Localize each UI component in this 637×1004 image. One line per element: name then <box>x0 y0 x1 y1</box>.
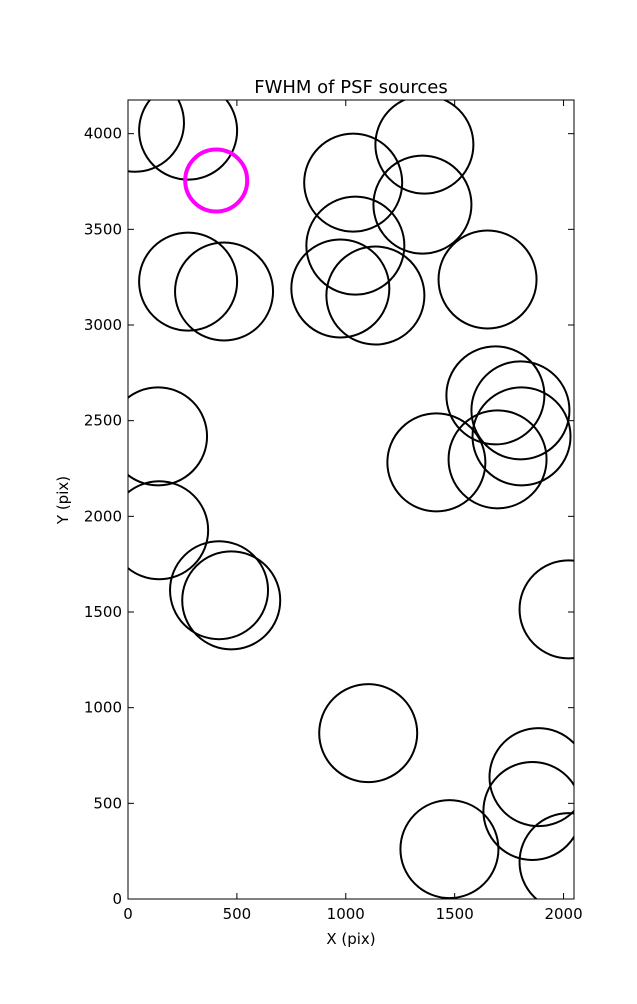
x-tick-label: 1000 <box>327 905 365 923</box>
source-circle <box>372 154 473 255</box>
x-axis-label: X (pix) <box>326 930 375 948</box>
source-circle <box>482 761 574 861</box>
source-circle <box>488 727 574 828</box>
x-tick-label: 2000 <box>544 905 582 923</box>
source-circle <box>445 345 546 446</box>
source-circle <box>305 195 406 296</box>
source-circle <box>437 229 538 330</box>
source-circle <box>181 550 282 651</box>
source-circle <box>174 241 275 342</box>
chart-title: FWHM of PSF sources <box>254 77 448 98</box>
x-tick-label: 1500 <box>436 905 474 923</box>
source-circle <box>303 132 404 233</box>
y-tick-label: 3500 <box>84 220 122 238</box>
source-circle <box>183 147 250 214</box>
plot-area <box>128 100 574 899</box>
y-tick-label: 500 <box>93 794 122 812</box>
source-circle <box>399 799 500 899</box>
source-circle <box>471 386 572 487</box>
y-tick-label: 0 <box>112 890 122 908</box>
source-circle <box>138 231 239 332</box>
x-tick-label: 0 <box>123 905 133 923</box>
y-tick-label: 1000 <box>84 699 122 717</box>
y-tick-label: 4000 <box>84 125 122 143</box>
y-tick-label: 2000 <box>84 507 122 525</box>
y-tick-label: 1500 <box>84 603 122 621</box>
source-circle <box>386 412 487 513</box>
source-circle <box>290 238 391 339</box>
y-tick-label: 3000 <box>84 316 122 334</box>
source-circle <box>447 409 548 510</box>
source-circle <box>470 360 571 461</box>
source-circle <box>325 245 426 346</box>
source-circle <box>169 540 270 641</box>
source-circle <box>138 100 239 181</box>
x-tick-label: 500 <box>223 905 252 923</box>
source-circle <box>128 100 185 173</box>
y-tick-label: 2500 <box>84 412 122 430</box>
source-circle <box>518 559 574 660</box>
source-circle <box>128 386 209 487</box>
source-circle <box>374 100 475 195</box>
source-circle <box>128 480 210 581</box>
source-circle <box>318 683 419 784</box>
y-axis-label: Y (pix) <box>54 476 72 525</box>
source-circle <box>518 812 574 899</box>
axes-frame <box>127 99 575 900</box>
